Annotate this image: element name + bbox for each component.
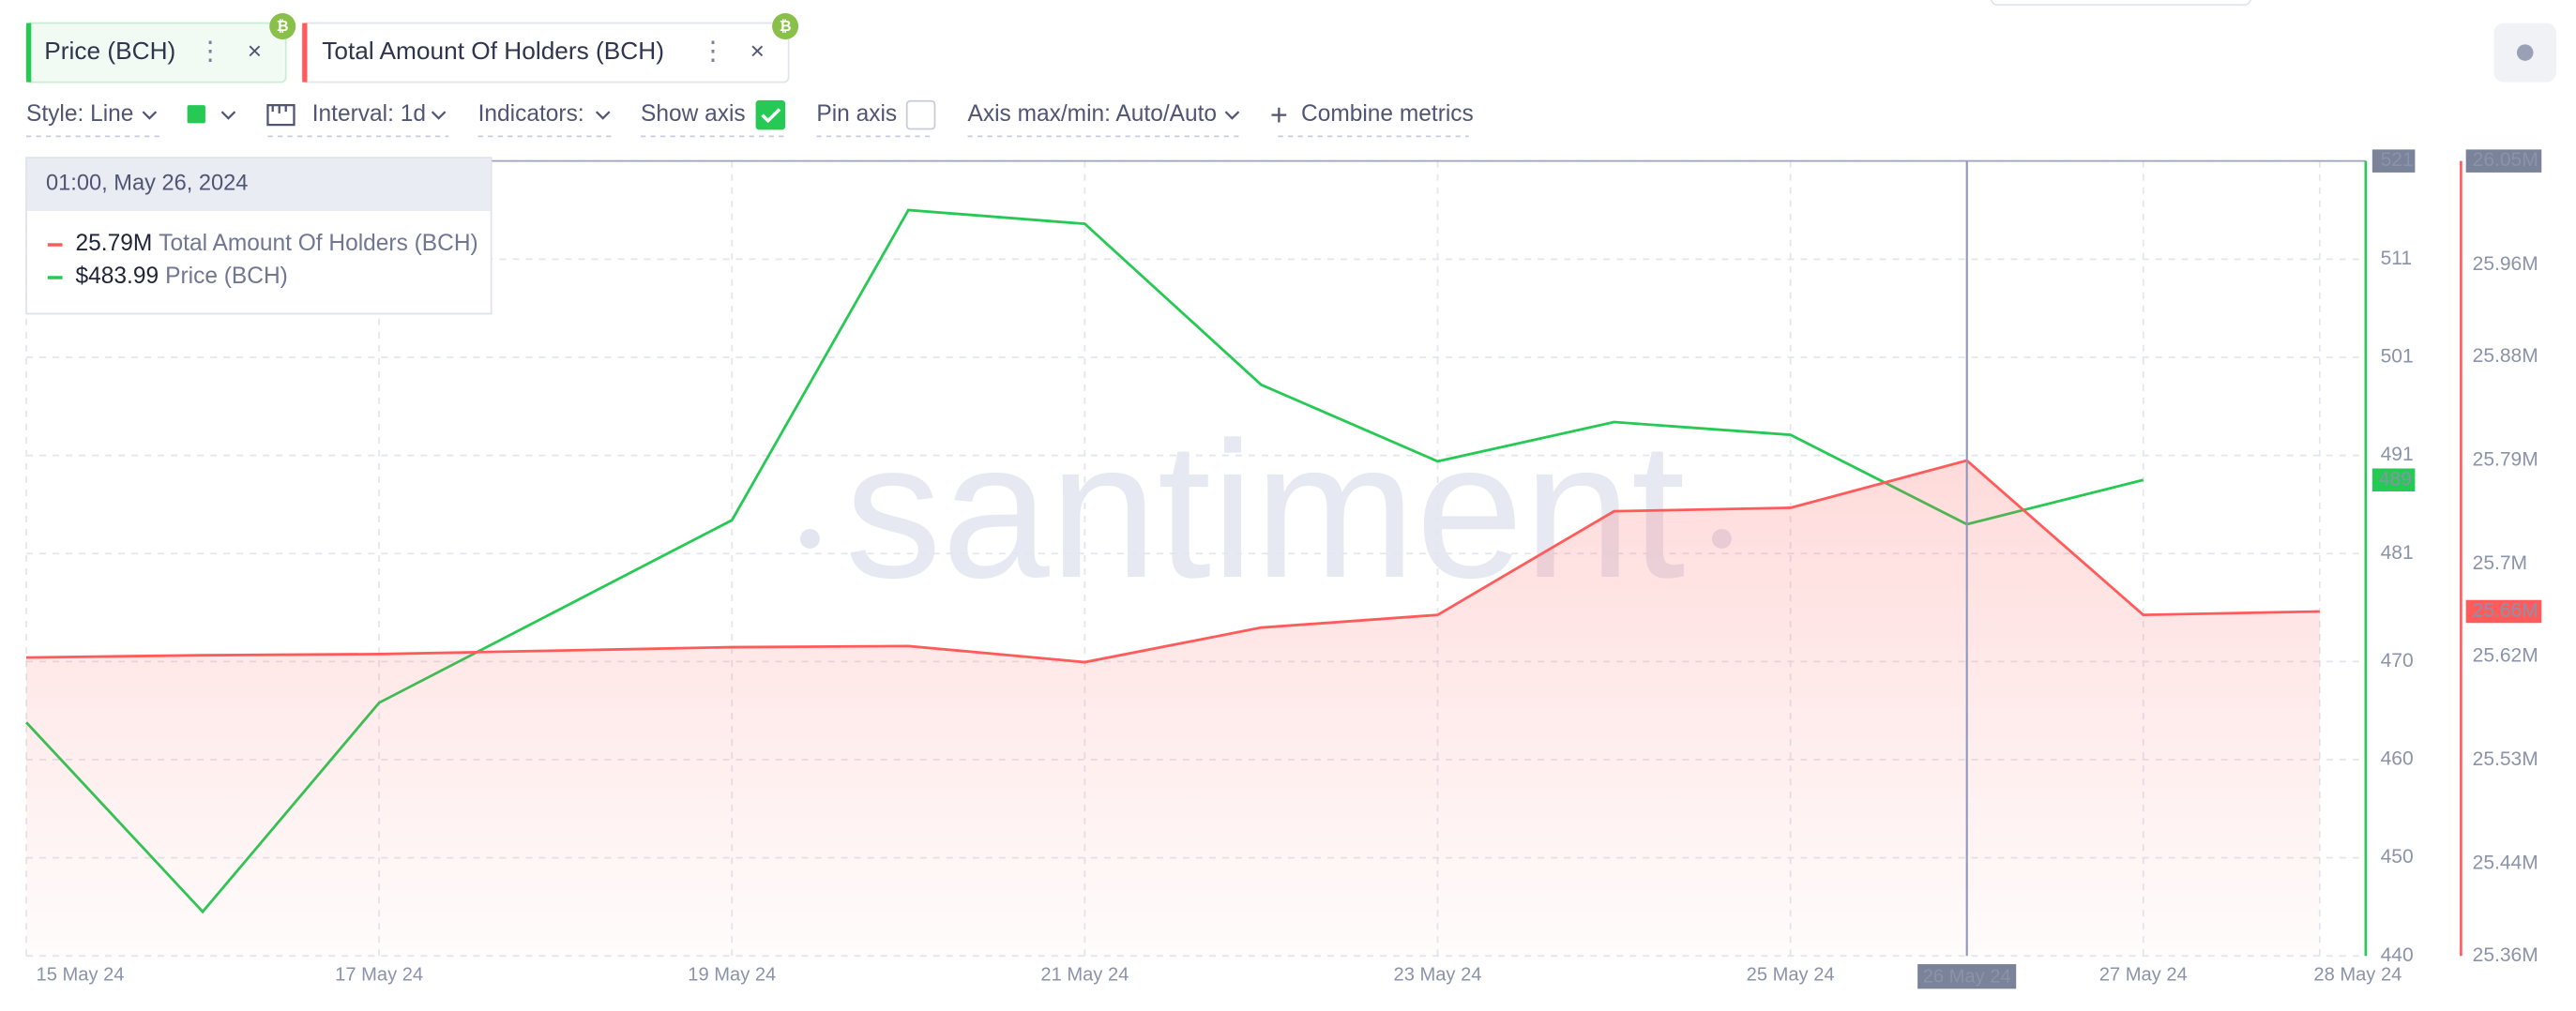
line xyxy=(26,459,2320,664)
chevron xyxy=(595,111,611,120)
y2-tick-label: 25.7M xyxy=(2473,552,2527,574)
coin-icon: ₿ xyxy=(780,18,792,35)
tab-bg xyxy=(301,22,790,83)
chevron xyxy=(220,111,236,120)
tab-label: Total Amount Of Holders (BCH) xyxy=(322,37,664,65)
y-tick-label: 450 xyxy=(2381,846,2414,868)
crosshair-label-bg xyxy=(1917,964,2017,989)
coin-badge xyxy=(269,13,296,40)
x-tick-label: 15 May 24 xyxy=(37,965,125,986)
pin-axis-checkbox[interactable] xyxy=(905,99,936,130)
y2-tick-label: 25.36M xyxy=(2473,944,2538,966)
show-axis-label[interactable]: Show axis xyxy=(641,101,746,127)
x-tick-label: 19 May 24 xyxy=(688,965,776,986)
x-tick-label: 26 May 24 xyxy=(1923,966,2011,987)
tab-accent xyxy=(302,23,308,83)
chevron xyxy=(1224,111,1240,120)
toolbar: Style: Line Interval: 1d Indicators: Sho… xyxy=(26,99,1474,138)
settings-icon xyxy=(2516,44,2534,61)
y2-tick-label: 25.96M xyxy=(2473,253,2538,275)
y2-tick-label: 25.62M xyxy=(2473,644,2538,666)
top-input[interactable] xyxy=(1990,0,2251,7)
tab-accent xyxy=(26,23,32,83)
axis-minmax-select[interactable]: Axis max/min: Auto/Auto xyxy=(968,101,1218,127)
y2-tick-label: 26.05M xyxy=(2473,149,2538,171)
tab-menu[interactable]: ⋮ xyxy=(197,36,223,65)
tooltip-series: Total Amount Of Holders (BCH) xyxy=(159,231,477,256)
x-tick-label: 28 May 24 xyxy=(2313,965,2402,986)
coin-badge xyxy=(772,13,799,40)
combine-metrics[interactable]: Combine metrics xyxy=(1301,101,1474,127)
tooltip-value: $483.99 xyxy=(76,264,159,289)
interval-select[interactable]: Interval: 1d xyxy=(312,101,426,127)
ruler-icon xyxy=(266,103,295,127)
style-select[interactable]: Style: Line xyxy=(26,101,133,127)
tick-highlight xyxy=(2465,149,2542,173)
y-tick-label: 440 xyxy=(2381,944,2414,966)
tooltip-row: $483.99 Price (BCH) xyxy=(76,264,288,289)
y-tick-label: 521 xyxy=(2381,149,2414,171)
tooltip-header xyxy=(26,158,491,212)
show-axis-checkbox[interactable] xyxy=(755,99,786,130)
y-tick-label: 491 xyxy=(2381,444,2414,465)
tooltip-value: 25.79M xyxy=(76,231,153,256)
x-tick-label: 25 May 24 xyxy=(1747,965,1835,986)
tick-highlight xyxy=(2371,149,2416,173)
y2-tick-label: 25.79M xyxy=(2473,449,2538,471)
area xyxy=(26,460,2320,957)
tooltip-row: 25.79M Total Amount Of Holders (BCH) xyxy=(76,231,478,256)
color-select[interactable] xyxy=(187,105,205,124)
y2-tick-label: 25.44M xyxy=(2473,853,2538,874)
y-tick-label: 460 xyxy=(2381,748,2414,770)
tab-close[interactable]: × xyxy=(750,37,765,65)
coin-icon: ₿ xyxy=(277,18,289,35)
chevron xyxy=(142,111,158,120)
value-tag-label: 489 xyxy=(2379,468,2412,490)
tab-close[interactable]: × xyxy=(248,37,262,65)
value-tag xyxy=(2465,599,2542,624)
tab-label: Price (BCH) xyxy=(44,37,175,65)
value-tag-label: 25.66M xyxy=(2473,600,2538,622)
x-tick-label: 21 May 24 xyxy=(1040,965,1129,986)
metric-tab[interactable]: Price (BCH) ⋮ × ₿ xyxy=(25,13,296,83)
y-tick-label: 511 xyxy=(2381,248,2412,269)
x-tick-label: 27 May 24 xyxy=(2099,965,2188,986)
watermark-dot xyxy=(799,528,820,549)
tooltip-series: Price (BCH) xyxy=(165,264,288,289)
tooltip: 01:00, May 26, 2024 25.79M Total Amount O… xyxy=(25,157,492,315)
indicators-select[interactable]: Indicators: xyxy=(478,101,584,127)
check-icon xyxy=(761,108,781,124)
y2-tick-label: 25.88M xyxy=(2473,345,2538,367)
pin-axis-label[interactable]: Pin axis xyxy=(816,101,897,127)
metric-tab[interactable]: Total Amount Of Holders (BCH) ⋮ × ₿ xyxy=(301,13,799,83)
value-tag xyxy=(2371,468,2416,492)
y-tick-label: 501 xyxy=(2381,346,2414,368)
y2-tick-label: 25.53M xyxy=(2473,748,2538,770)
y-tick-label: 470 xyxy=(2381,650,2414,671)
plus-icon xyxy=(1271,107,1287,123)
tab-menu[interactable]: ⋮ xyxy=(700,36,726,65)
y-tick-label: 481 xyxy=(2381,542,2414,564)
chevron xyxy=(431,111,447,120)
tooltip-title: 01:00, May 26, 2024 xyxy=(46,171,248,195)
x-tick-label: 17 May 24 xyxy=(335,965,423,986)
x-tick-label: 23 May 24 xyxy=(1394,965,1482,986)
